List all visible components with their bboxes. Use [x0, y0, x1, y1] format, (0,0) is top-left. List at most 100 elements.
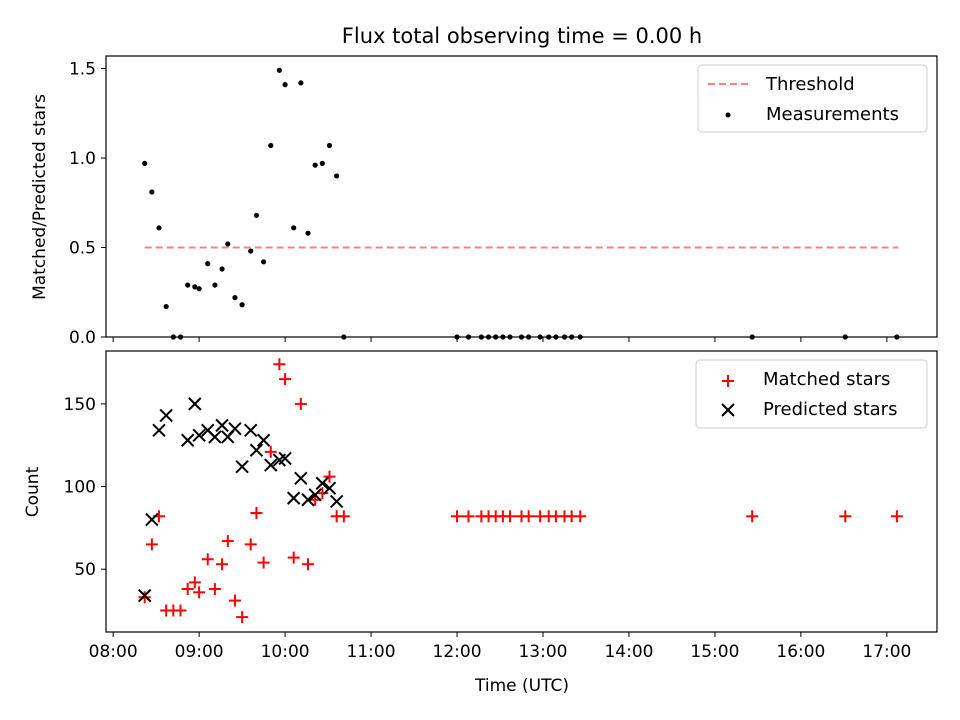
bottom-y-tick-label: 100	[64, 478, 96, 498]
measurement-point	[334, 173, 340, 179]
chart-title: Flux total observing time = 0.00 h	[342, 24, 702, 48]
measurement-point	[312, 162, 318, 168]
measurement-point	[219, 266, 225, 272]
x-tick-label: 15:00	[690, 642, 739, 662]
x-tick-label: 10:00	[261, 642, 310, 662]
x-tick-label: 13:00	[518, 642, 567, 662]
predicted-star-point	[208, 430, 222, 444]
matched-star-point	[264, 445, 277, 458]
matched-star-point	[462, 510, 475, 523]
bottom-y-tick-label: 50	[74, 560, 96, 580]
x-tick-label: 16:00	[776, 642, 825, 662]
measurement-point	[305, 230, 311, 236]
measurement-point	[326, 142, 333, 149]
matched-star-point	[746, 510, 759, 523]
matched-star-point	[273, 358, 286, 371]
matched-star-point	[279, 373, 292, 386]
matched-star-point	[574, 510, 587, 523]
matched-star-point	[316, 487, 329, 500]
matched-star-point	[216, 558, 229, 571]
top-plot-frame	[105, 55, 938, 338]
matched-star-point	[890, 510, 903, 523]
matched-star-point	[193, 586, 206, 599]
matched-star-point	[302, 558, 315, 571]
measurement-point	[276, 67, 282, 73]
measurement-point	[149, 189, 155, 195]
top-legend: Threshold Measurements	[697, 64, 928, 133]
x-tick-label: 14:00	[604, 642, 653, 662]
x-tick-label: 17:00	[862, 642, 911, 662]
predicted-star-point	[159, 408, 173, 423]
legend-predicted-swatch	[721, 403, 735, 417]
measurement-point	[239, 302, 245, 308]
predicted-star-point	[249, 443, 264, 457]
matched-star-point	[174, 604, 187, 617]
matched-star-point	[181, 583, 194, 596]
matched-star-point	[201, 553, 214, 566]
predicted-star-point	[152, 423, 166, 438]
predicted-star-point	[235, 459, 249, 474]
measurement-point	[205, 261, 211, 267]
measurement-point	[282, 82, 288, 88]
measurement-point	[185, 282, 191, 288]
measurement-point	[196, 286, 202, 292]
predicted-star-point	[244, 423, 258, 438]
measurement-point	[319, 160, 325, 166]
bottom-y-tick-label: 150	[64, 395, 96, 415]
top-legend-box	[697, 64, 928, 133]
top-y-axis-label: Matched/Predicted stars	[30, 94, 50, 300]
top-y-tick-label: 1.5	[69, 60, 96, 80]
x-tick-label: 09:00	[175, 642, 224, 662]
predicted-star-point	[286, 491, 301, 505]
measurement-point	[142, 160, 148, 166]
measurement-point	[212, 282, 218, 288]
measurement-point	[192, 284, 198, 290]
matched-star-point	[221, 535, 234, 548]
predicted-star-point	[264, 458, 278, 472]
matched-star-point	[250, 506, 263, 519]
matched-star-point	[145, 538, 158, 551]
legend-measurements-label: Measurements	[766, 104, 899, 125]
predicted-star-point	[256, 433, 271, 447]
measurement-point	[156, 225, 162, 231]
legend-matched-label: Matched stars	[763, 369, 890, 390]
predicted-star-point	[180, 433, 195, 447]
predicted-star-point	[192, 428, 206, 443]
bottom-plot-area: 08:00 09:00 10:00 11:00 12:00 13:00 14:00 15:00…	[64, 358, 911, 662]
predicted-star-point	[329, 494, 344, 509]
matched-star-point	[504, 510, 517, 523]
predicted-star-point	[188, 397, 202, 411]
top-y-tick-label: 1.0	[69, 149, 96, 169]
measurement-point	[298, 80, 304, 86]
legend-measurements-swatch	[725, 112, 731, 118]
legend-matched-swatch	[722, 375, 734, 387]
measurement-point	[232, 295, 238, 301]
bottom-y-axis-label: Count	[23, 466, 43, 517]
predicted-star-point	[137, 588, 152, 603]
matched-star-point	[188, 576, 201, 589]
matched-star-point	[138, 591, 151, 604]
measurement-point	[225, 241, 231, 247]
matched-star-point	[294, 397, 307, 410]
bottom-plot-frame	[105, 350, 938, 633]
matched-star-point	[337, 510, 350, 523]
predicted-star-point	[228, 421, 242, 436]
matched-star-point	[236, 611, 249, 624]
x-tick-label: 11:00	[347, 642, 396, 662]
matched-star-point	[244, 538, 257, 551]
x-axis-label: Time (UTC)	[474, 676, 569, 696]
matched-star-point	[522, 510, 535, 523]
matched-star-point	[451, 510, 464, 523]
x-tick-label: 08:00	[89, 642, 138, 662]
measurement-point	[261, 259, 267, 265]
x-tick-label: 12:00	[433, 642, 482, 662]
matched-star-point	[287, 551, 300, 564]
top-plot-area: 0.0 0.5 1.0 1.5	[69, 60, 900, 348]
legend-threshold-label: Threshold	[765, 74, 855, 95]
top-y-tick-label: 0.0	[69, 328, 96, 348]
predicted-star-point	[278, 451, 292, 466]
predicted-star-point	[215, 418, 229, 433]
bottom-legend-box	[695, 359, 928, 429]
predicted-star-point	[315, 476, 330, 490]
measurement-point	[248, 248, 254, 254]
